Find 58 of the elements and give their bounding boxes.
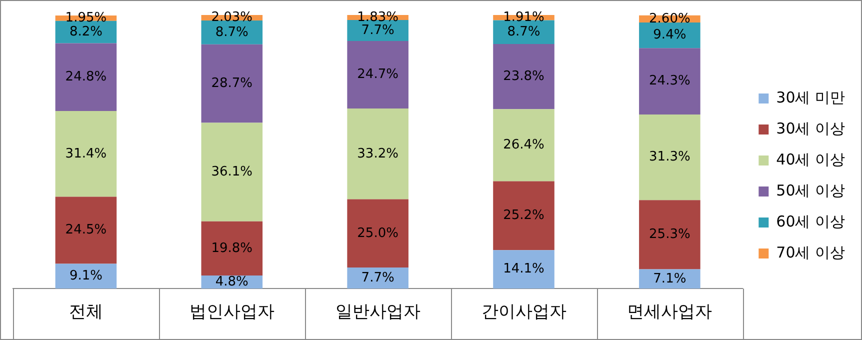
data-label: 31.4% [65, 146, 107, 162]
bar [639, 48, 700, 115]
x-tick-label: 간이사업자 [481, 302, 566, 322]
data-label: 19.8% [211, 240, 253, 256]
bar [201, 221, 263, 276]
bar [201, 20, 263, 44]
bar [347, 268, 408, 289]
data-label: 9.1% [69, 268, 102, 284]
data-label: 14.1% [503, 262, 544, 277]
bar [201, 44, 263, 123]
data-label: 28.7% [211, 76, 253, 91]
data-label: 36.1% [211, 164, 253, 180]
data-label: 4.8% [215, 274, 248, 290]
bar [493, 181, 554, 250]
bar [347, 199, 408, 268]
bar [639, 22, 700, 48]
data-label: 24.5% [65, 222, 107, 238]
bar [347, 41, 408, 109]
legend-label: 30세 이상 [776, 119, 846, 138]
data-label: 31.3% [649, 150, 690, 165]
data-label: 7.1% [653, 271, 686, 286]
data-label: 8.7% [215, 24, 248, 40]
bar [639, 200, 700, 270]
data-label: 24.3% [649, 74, 690, 89]
bar [55, 110, 117, 197]
bar [201, 122, 263, 222]
bar [347, 108, 408, 200]
legend-label: 50세 이상 [776, 181, 846, 200]
data-label: 24.8% [65, 69, 107, 84]
x-tick-label: 면세사업자 [627, 302, 712, 322]
bar [55, 43, 117, 111]
bar [493, 44, 554, 110]
bar [493, 109, 554, 182]
legend-label: 30세 미만 [776, 88, 846, 106]
legend-label: 70세 이상 [776, 243, 846, 262]
bar [639, 269, 700, 289]
bar [493, 250, 554, 289]
data-label: 7.7% [361, 22, 394, 38]
data-label: 7.7% [361, 270, 394, 286]
bar [639, 114, 700, 200]
legend-label: 60세 이상 [776, 212, 846, 230]
legend-label: 40세 이상 [776, 150, 846, 168]
data-label: 8.2% [69, 24, 102, 40]
x-tick-label: 일반사업자 [335, 302, 420, 322]
data-label: 24.7% [357, 67, 398, 82]
data-label: 25.0% [357, 226, 398, 241]
data-label: 2.60% [649, 11, 690, 26]
x-tick-label: 법인사업자 [189, 302, 274, 322]
data-label: 26.4% [503, 138, 544, 153]
data-label: 25.2% [503, 208, 544, 224]
bar [55, 196, 117, 264]
data-label: 33.2% [357, 146, 398, 162]
data-label: 25.3% [649, 227, 690, 242]
bar [55, 264, 117, 289]
data-label: 8.7% [507, 24, 540, 40]
data-label: 9.4% [653, 28, 686, 43]
x-tick-label: 전체 [68, 302, 103, 322]
data-label: 23.8% [503, 68, 544, 84]
